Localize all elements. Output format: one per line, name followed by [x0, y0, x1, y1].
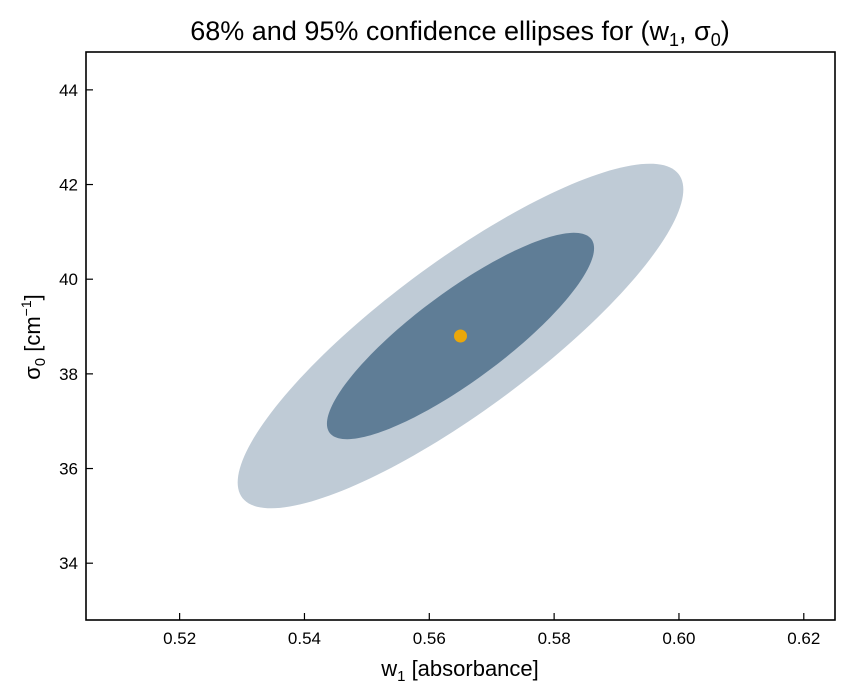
x-tick-label: 0.54 — [288, 629, 321, 648]
y-tick-label: 36 — [59, 460, 78, 479]
x-tick-label: 0.62 — [787, 629, 820, 648]
chart-title: 68% and 95% confidence ellipses for (w1,… — [190, 16, 729, 50]
best-fit-point — [454, 329, 467, 343]
x-tick-label: 0.56 — [413, 629, 446, 648]
y-tick-label: 44 — [59, 81, 78, 100]
point-layer — [454, 329, 467, 343]
y-tick-label: 42 — [59, 176, 78, 195]
y-tick-label: 40 — [59, 270, 78, 289]
x-tick-label: 0.52 — [163, 629, 196, 648]
y-tick-label: 38 — [59, 365, 78, 384]
x-axis-label: w1 [absorbance] — [380, 656, 539, 685]
plot-frame — [85, 51, 836, 621]
tick-layer: 0.52 0.54 0.56 0.58 0.60 0.62 34 36 38 40 42 44 — [59, 81, 820, 648]
x-tick-label: 0.60 — [662, 629, 695, 648]
x-tick-label: 0.58 — [538, 629, 571, 648]
y-axis-label: σ0 [cm−1] — [18, 294, 49, 380]
y-tick-label: 34 — [59, 554, 78, 573]
